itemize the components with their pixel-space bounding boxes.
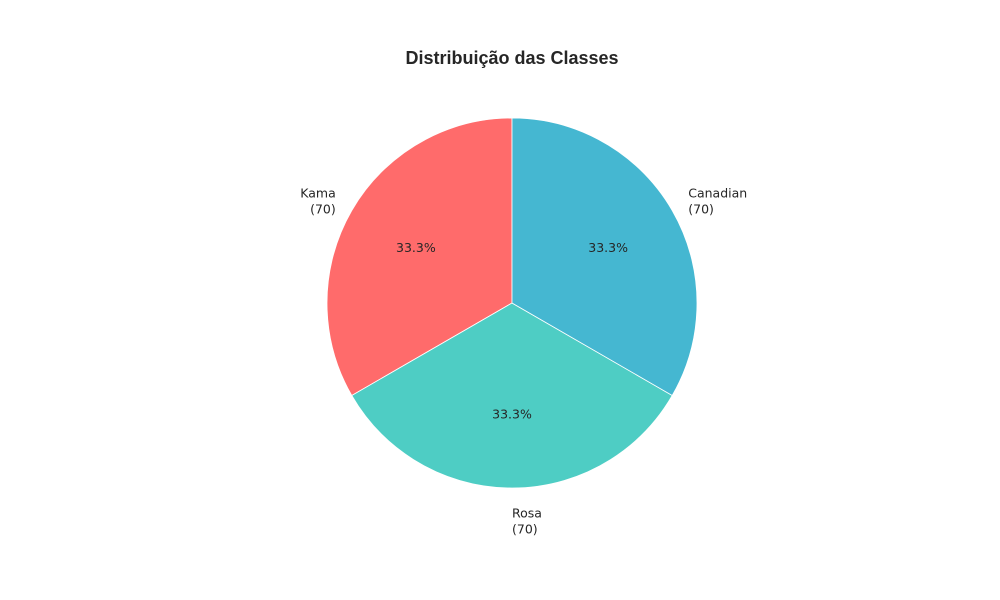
slice-percent-label: 33.3% xyxy=(492,407,532,422)
pie-slice-kama xyxy=(326,117,513,397)
slice-name: Canadian xyxy=(688,185,747,200)
slice-count: (70) xyxy=(310,201,336,216)
slice-percent-label: 33.3% xyxy=(588,240,628,255)
slice-category-label: Kama (70) xyxy=(300,185,335,216)
slice-category-label: Rosa (70) xyxy=(512,506,542,537)
chart-title: Distribuição das Classes xyxy=(405,48,618,68)
slice-name: Kama xyxy=(300,185,335,200)
slice-count: (70) xyxy=(512,522,538,537)
slice-category-label: Canadian (70) xyxy=(688,185,747,216)
slice-name: Rosa xyxy=(512,506,542,521)
slice-percent-label: 33.3% xyxy=(396,240,436,255)
pie-slice-canadian xyxy=(511,117,698,397)
pie-slice-rosa xyxy=(351,302,673,489)
slice-count: (70) xyxy=(688,201,714,216)
